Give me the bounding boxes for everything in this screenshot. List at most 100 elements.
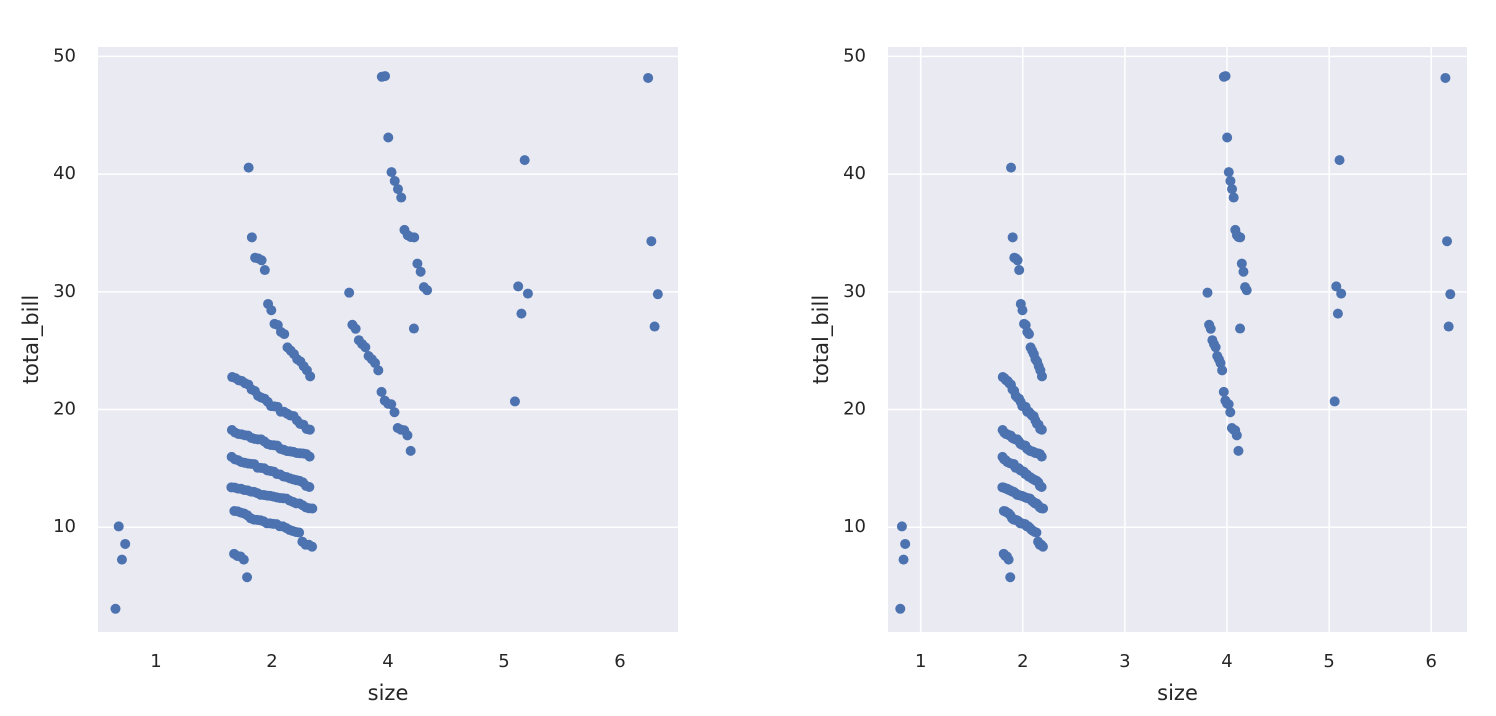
point — [895, 603, 906, 614]
point — [360, 342, 371, 353]
point — [266, 305, 277, 316]
point — [1036, 371, 1047, 382]
point — [1231, 430, 1242, 441]
point — [896, 521, 907, 532]
plot-area — [98, 47, 678, 632]
point — [646, 236, 657, 247]
point — [898, 554, 909, 565]
point — [1241, 285, 1252, 296]
x-axis-label: size — [368, 681, 409, 705]
point — [405, 445, 416, 456]
point — [1012, 255, 1023, 266]
point — [649, 321, 660, 332]
point — [373, 365, 384, 376]
point — [1225, 175, 1236, 186]
point — [1225, 407, 1236, 418]
y-tick-label: 50 — [53, 45, 76, 66]
point — [116, 554, 127, 565]
point — [238, 554, 249, 565]
y-tick-label: 10 — [843, 516, 866, 537]
point — [350, 323, 361, 334]
point — [1236, 258, 1247, 269]
point — [1005, 572, 1016, 583]
point — [402, 430, 413, 441]
x-tick-label: 5 — [498, 651, 509, 672]
point — [415, 266, 426, 277]
y-tick-label: 10 — [53, 516, 76, 537]
y-axis-label: total_bill — [19, 295, 44, 384]
point — [643, 72, 654, 83]
point — [1036, 424, 1047, 435]
point — [1003, 554, 1014, 565]
point — [1202, 287, 1213, 298]
point — [412, 258, 423, 269]
x-tick-label: 1 — [150, 651, 161, 672]
point — [110, 603, 121, 614]
point — [1334, 155, 1345, 166]
point — [1036, 481, 1047, 492]
point — [1440, 72, 1451, 83]
point — [383, 132, 394, 143]
x-tick-label: 4 — [1221, 651, 1232, 672]
point — [120, 538, 131, 549]
point — [408, 323, 419, 334]
point — [1007, 232, 1018, 243]
point — [392, 184, 403, 195]
point — [1443, 321, 1454, 332]
point — [1031, 527, 1042, 538]
point — [1218, 386, 1229, 397]
point — [1014, 265, 1025, 276]
point — [1023, 329, 1034, 340]
point — [294, 527, 305, 538]
point — [652, 289, 663, 300]
x-tick-label: 3 — [1119, 651, 1130, 672]
point — [1223, 167, 1234, 178]
point — [1017, 305, 1028, 316]
point — [246, 232, 257, 243]
point — [1227, 184, 1238, 195]
point — [380, 71, 391, 82]
point — [409, 232, 420, 243]
y-tick-label: 50 — [843, 45, 866, 66]
point — [304, 424, 315, 435]
x-tick-label: 2 — [266, 651, 277, 672]
y-tick-label: 40 — [53, 163, 76, 184]
x-axis-label: size — [1157, 681, 1198, 705]
point — [516, 308, 527, 319]
point — [376, 386, 387, 397]
point — [396, 192, 407, 203]
point — [344, 287, 355, 298]
point — [1037, 541, 1048, 552]
point — [113, 521, 124, 532]
point — [389, 407, 400, 418]
point — [305, 371, 316, 382]
point — [1331, 281, 1342, 292]
point — [386, 167, 397, 178]
point — [1442, 236, 1453, 247]
point — [1210, 342, 1221, 353]
point — [522, 288, 533, 299]
y-axis-label: total_bill — [809, 295, 834, 384]
x-tick-label: 4 — [382, 651, 393, 672]
point — [1217, 365, 1228, 376]
plot-area — [888, 47, 1467, 632]
point — [279, 329, 290, 340]
point — [1332, 308, 1343, 319]
point — [304, 481, 315, 492]
point — [1205, 323, 1216, 334]
point — [513, 281, 524, 292]
point — [307, 541, 318, 552]
x-tick-label: 1 — [915, 651, 926, 672]
point — [1006, 162, 1017, 173]
point — [243, 162, 254, 173]
point — [1233, 445, 1244, 456]
point — [1036, 451, 1047, 462]
point — [1445, 289, 1456, 300]
point — [1238, 266, 1249, 277]
point — [1329, 396, 1340, 407]
point — [900, 538, 911, 549]
point — [1336, 288, 1347, 299]
y-tick-label: 20 — [843, 399, 866, 420]
point — [1222, 132, 1233, 143]
